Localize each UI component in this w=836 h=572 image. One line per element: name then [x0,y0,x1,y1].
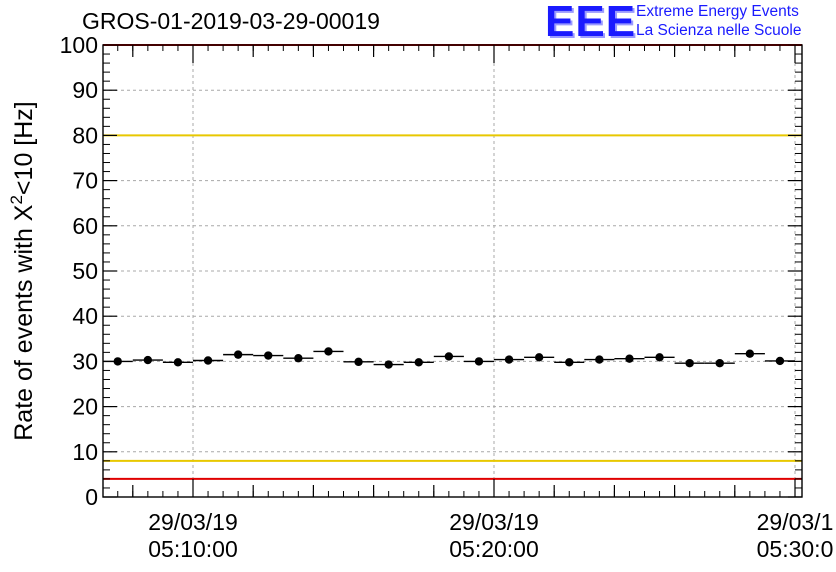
data-point [113,357,122,366]
y-axis-label: Rate of events with X2<10 [Hz] [7,101,38,441]
data-point [203,356,213,365]
data-point [173,358,183,367]
data-point [534,353,544,362]
x-tick-date: 29/03/19 [449,509,539,535]
y-tick-label: 60 [72,213,98,239]
data-point [474,357,484,366]
data-point [625,354,634,363]
data-point [354,357,363,367]
y-tick-label: 100 [60,32,98,58]
x-tick-date: 29/03/1 [757,509,834,535]
plot-title: GROS-01-2019-03-29-00019 [82,8,380,34]
data-point [414,358,423,367]
y-tick-label: 20 [72,394,98,420]
data-point [294,354,303,363]
data-point [444,352,454,361]
logo-line-1: Extreme Energy Events [636,3,799,20]
data-point [745,349,755,358]
x-tick-time: 05:20:00 [449,536,539,562]
data-point [715,359,724,368]
y-tick-label: 90 [72,77,98,103]
reference-lines [103,44,802,480]
y-axis-label-main: Rate of events with X [10,204,38,441]
data-point [595,355,604,364]
data-point [233,350,243,359]
logo-line-2: La Scienza nelle Scuole [636,22,802,39]
axes: 010203040506070809010029/03/1905:10:0029… [60,32,834,562]
y-tick-label: 30 [72,348,98,374]
eee-logo: EEE [545,0,637,46]
eee-logo-text: Extreme Energy Events La Scienza nelle S… [636,2,801,40]
x-tick-time: 05:30:0 [757,536,834,562]
data-point [264,351,273,360]
y-tick-label: 70 [72,168,98,194]
y-axis-label-sup: 2 [7,195,26,204]
data-points [102,347,795,369]
y-tick-label: 50 [72,258,98,284]
data-point [655,353,664,362]
data-point [384,360,393,369]
y-tick-label: 10 [72,439,98,465]
x-tick-time: 05:10:00 [148,536,238,562]
data-point [565,358,574,367]
data-point [324,347,333,356]
y-tick-label: 40 [72,303,98,329]
data-point [775,356,785,366]
y-tick-label: 80 [72,122,98,148]
data-point [504,355,514,364]
data-point [143,355,153,365]
grid [103,45,802,497]
y-tick-label: 0 [85,484,98,510]
x-tick-date: 29/03/19 [148,509,238,535]
y-axis-label-tail: <10 [Hz] [10,101,38,195]
data-point [685,359,694,368]
